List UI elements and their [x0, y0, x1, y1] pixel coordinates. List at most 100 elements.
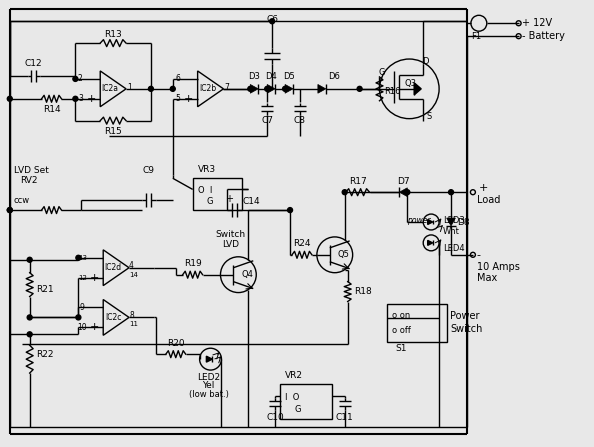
Text: VR3: VR3	[198, 165, 216, 174]
Circle shape	[448, 190, 454, 195]
Text: 6: 6	[175, 74, 180, 84]
Text: -: -	[187, 74, 191, 84]
Text: +: +	[87, 94, 96, 104]
Circle shape	[265, 86, 270, 91]
Text: 1: 1	[127, 83, 132, 93]
Text: IC2c: IC2c	[105, 313, 121, 322]
Text: 14: 14	[129, 272, 138, 278]
Text: S: S	[426, 112, 432, 121]
Text: 5: 5	[175, 94, 180, 103]
Text: 3: 3	[78, 94, 83, 103]
Text: IC2d: IC2d	[105, 263, 122, 272]
Polygon shape	[447, 218, 456, 226]
Text: -: -	[477, 250, 481, 260]
Text: LVD: LVD	[222, 240, 239, 249]
Text: Load: Load	[477, 195, 500, 205]
Text: G: G	[378, 68, 385, 77]
Text: +: +	[184, 94, 194, 104]
Text: 12: 12	[78, 274, 87, 281]
Text: I  O: I O	[285, 393, 299, 402]
Text: ccw: ccw	[14, 196, 30, 205]
Polygon shape	[250, 84, 258, 93]
Text: C12: C12	[25, 59, 42, 68]
Text: 9: 9	[80, 303, 85, 312]
Text: -: -	[92, 303, 96, 312]
Text: O  I: O I	[198, 186, 212, 195]
Text: Yel: Yel	[203, 381, 215, 391]
Text: C11: C11	[336, 413, 353, 422]
Text: D4: D4	[266, 72, 277, 81]
Text: Max: Max	[477, 273, 497, 283]
Text: G: G	[206, 197, 213, 206]
Text: R18: R18	[353, 287, 371, 296]
Text: R16: R16	[384, 87, 401, 96]
Circle shape	[357, 86, 362, 91]
Text: o on: o on	[393, 311, 410, 320]
Text: Switch: Switch	[450, 324, 482, 334]
Circle shape	[287, 207, 292, 213]
Text: Q5: Q5	[338, 250, 350, 259]
Text: 8: 8	[129, 311, 134, 320]
Text: C9: C9	[143, 166, 155, 175]
Bar	[387, 304, 447, 342]
Text: IC2a: IC2a	[102, 84, 119, 93]
Polygon shape	[428, 219, 432, 224]
Circle shape	[73, 76, 78, 81]
Text: G: G	[295, 405, 301, 413]
Polygon shape	[318, 84, 326, 93]
Text: +: +	[90, 322, 99, 333]
Text: R13: R13	[105, 30, 122, 39]
Text: D6: D6	[328, 72, 340, 81]
Circle shape	[76, 315, 81, 320]
Text: - Battery: - Battery	[522, 31, 564, 41]
Text: +: +	[479, 183, 488, 193]
Text: D3: D3	[248, 72, 260, 81]
Text: R19: R19	[184, 259, 201, 268]
Text: (low bat.): (low bat.)	[189, 390, 229, 400]
Circle shape	[270, 19, 274, 24]
Text: R15: R15	[105, 127, 122, 136]
Text: C14: C14	[242, 197, 260, 206]
Circle shape	[170, 86, 175, 91]
Text: LED2: LED2	[197, 372, 220, 382]
Text: + 12V: + 12V	[522, 18, 552, 28]
Polygon shape	[428, 240, 432, 245]
Text: Switch: Switch	[216, 231, 245, 240]
Circle shape	[27, 332, 32, 337]
Text: F1: F1	[471, 32, 481, 41]
Text: 4: 4	[129, 261, 134, 270]
Text: 13: 13	[78, 255, 87, 261]
Polygon shape	[414, 83, 421, 95]
Text: R20: R20	[167, 339, 185, 348]
Polygon shape	[206, 356, 212, 362]
Text: C10: C10	[266, 413, 284, 422]
Text: Power: Power	[450, 311, 479, 321]
Text: D: D	[422, 56, 428, 66]
Text: -: -	[89, 74, 93, 84]
Circle shape	[7, 207, 12, 213]
Text: 7: 7	[225, 83, 229, 93]
Text: LVD Set: LVD Set	[14, 166, 49, 175]
Circle shape	[248, 86, 253, 91]
Polygon shape	[399, 188, 407, 197]
Text: R14: R14	[43, 105, 61, 114]
Polygon shape	[285, 84, 293, 93]
Text: RV2: RV2	[20, 176, 37, 185]
Circle shape	[76, 255, 81, 260]
Text: 11: 11	[129, 321, 138, 327]
Text: LED4: LED4	[443, 245, 465, 253]
Text: +: +	[225, 194, 233, 204]
Text: R22: R22	[36, 350, 53, 358]
Text: R21: R21	[36, 285, 53, 294]
Text: o off: o off	[393, 326, 411, 335]
Text: Wht: Wht	[443, 228, 460, 236]
Circle shape	[405, 190, 410, 195]
Text: +: +	[90, 273, 99, 283]
Circle shape	[342, 190, 347, 195]
Text: VR2: VR2	[285, 371, 303, 380]
Circle shape	[283, 86, 287, 91]
Circle shape	[73, 96, 78, 101]
Text: D8: D8	[457, 218, 470, 227]
Text: D7: D7	[397, 177, 410, 186]
Text: IC2b: IC2b	[199, 84, 216, 93]
